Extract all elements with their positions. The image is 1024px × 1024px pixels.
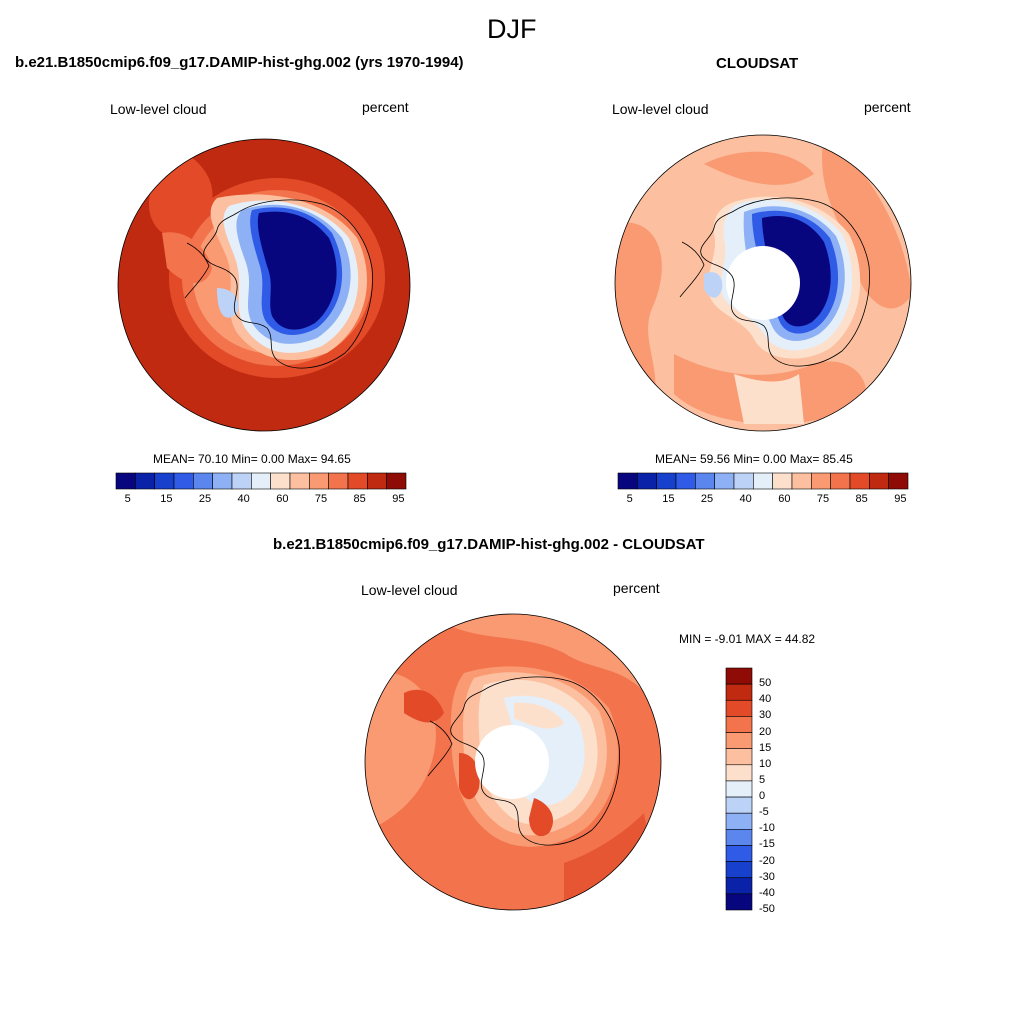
- panel-3-colorbar: [725, 667, 753, 911]
- colorbar-swatch: [725, 732, 753, 749]
- colorbar-tick-label: 40: [237, 493, 250, 505]
- colorbar-swatch: [725, 748, 753, 766]
- colorbar-swatch: [656, 472, 677, 490]
- colorbar-tick-label: 60: [778, 493, 791, 505]
- colorbar-tick-label: 50: [759, 677, 772, 690]
- colorbar-swatch: [753, 472, 773, 490]
- panel-3-title: b.e21.B1850cmip6.f09_g17.DAMIP-hist-ghg.…: [273, 536, 705, 553]
- colorbar-swatch: [617, 472, 638, 490]
- colorbar-swatch: [695, 472, 715, 490]
- colorbar-tick-label: 95: [894, 493, 907, 505]
- panel-1-units: percent: [362, 99, 409, 115]
- colorbar-swatch: [270, 472, 291, 490]
- colorbar-swatch: [725, 699, 753, 717]
- colorbar-tick-label: 5: [759, 773, 766, 786]
- colorbar-swatch: [367, 472, 387, 490]
- panel-3-units: percent: [613, 580, 660, 596]
- colorbar-tick-label: 75: [314, 493, 328, 505]
- colorbar-tick-label: 75: [816, 493, 830, 505]
- colorbar-swatch: [154, 472, 175, 490]
- colorbar-swatch: [251, 472, 271, 490]
- colorbar-tick-label: -10: [759, 822, 775, 835]
- colorbar-tick-label: 25: [198, 493, 212, 505]
- colorbar-tick-label: 60: [276, 493, 289, 505]
- colorbar-tick-label: 15: [759, 741, 772, 754]
- colorbar-swatch: [725, 877, 753, 895]
- colorbar-tick-label: -15: [759, 838, 775, 851]
- colorbar-swatch: [830, 472, 851, 490]
- colorbar-swatch: [231, 472, 252, 490]
- colorbar-swatch: [772, 472, 793, 490]
- colorbar-swatch: [869, 472, 889, 490]
- colorbar-tick-label: 15: [662, 493, 675, 505]
- colorbar-tick-label: 15: [160, 493, 173, 505]
- panel-2-title: CLOUDSAT: [716, 55, 799, 72]
- colorbar-swatch: [135, 472, 155, 490]
- panel-3-variable: Low-level cloud: [361, 582, 458, 598]
- panel-1-title: b.e21.B1850cmip6.f09_g17.DAMIP-hist-ghg.…: [15, 54, 464, 71]
- panel-1-polar-map: [117, 138, 411, 432]
- panel-1-colorbar: [115, 472, 407, 490]
- colorbar-tick-label: 85: [353, 493, 366, 505]
- colorbar-swatch: [811, 472, 831, 490]
- panel-2-polar-map: [614, 134, 912, 432]
- colorbar-swatch: [725, 796, 753, 814]
- colorbar-swatch: [733, 472, 754, 490]
- colorbar-swatch: [714, 472, 735, 490]
- colorbar-tick-label: 20: [759, 725, 772, 738]
- colorbar-swatch: [309, 472, 329, 490]
- colorbar-swatch: [193, 472, 213, 490]
- colorbar-tick-label: 5: [124, 493, 131, 505]
- panel-2-colorbar: [617, 472, 909, 490]
- colorbar-swatch: [637, 472, 657, 490]
- colorbar-tick-label: 25: [700, 493, 714, 505]
- colorbar-swatch: [725, 780, 753, 798]
- colorbar-tick-label: -30: [759, 870, 775, 883]
- colorbar-tick-label: -5: [759, 806, 769, 819]
- colorbar-swatch: [725, 764, 753, 782]
- colorbar-swatch: [725, 829, 753, 846]
- colorbar-tick-label: 0: [759, 790, 766, 803]
- panel-3-stats: MIN = -9.01 MAX = 44.82: [679, 632, 816, 646]
- colorbar-tick-label: 30: [759, 709, 772, 722]
- colorbar-swatch: [725, 845, 753, 862]
- colorbar-swatch: [212, 472, 233, 490]
- panel-2-stats: MEAN= 59.56 Min= 0.00 Max= 85.45: [655, 452, 853, 466]
- figure-title: DJF: [487, 14, 537, 44]
- colorbar-swatch: [725, 716, 753, 733]
- colorbar-swatch: [115, 472, 136, 490]
- colorbar-tick-label: 85: [855, 493, 868, 505]
- panel-2-units: percent: [864, 99, 911, 115]
- colorbar-swatch: [725, 812, 753, 830]
- colorbar-swatch: [289, 472, 310, 490]
- panel-1-stats: MEAN= 70.10 Min= 0.00 Max= 94.65: [153, 452, 351, 466]
- colorbar-swatch: [849, 472, 870, 490]
- colorbar-swatch: [173, 472, 194, 490]
- colorbar-swatch: [725, 683, 753, 701]
- colorbar-tick-label: 40: [739, 493, 752, 505]
- colorbar-swatch: [347, 472, 368, 490]
- colorbar-swatch: [386, 472, 407, 490]
- colorbar-tick-label: -20: [759, 854, 775, 867]
- panel-1-variable: Low-level cloud: [110, 101, 207, 117]
- colorbar-tick-label: 95: [392, 493, 405, 505]
- colorbar-swatch: [725, 893, 753, 911]
- colorbar-swatch: [888, 472, 909, 490]
- panel-2-variable: Low-level cloud: [612, 101, 709, 117]
- colorbar-tick-label: 40: [759, 693, 772, 706]
- colorbar-swatch: [725, 667, 753, 685]
- colorbar-swatch: [791, 472, 812, 490]
- colorbar-swatch: [675, 472, 696, 490]
- panel-3-polar-map: [364, 613, 662, 911]
- colorbar-tick-label: 5: [626, 493, 633, 505]
- colorbar-tick-label: -40: [759, 886, 775, 899]
- colorbar-tick-label: 10: [759, 757, 772, 770]
- colorbar-tick-label: -50: [759, 903, 775, 915]
- colorbar-swatch: [725, 861, 753, 879]
- colorbar-swatch: [328, 472, 349, 490]
